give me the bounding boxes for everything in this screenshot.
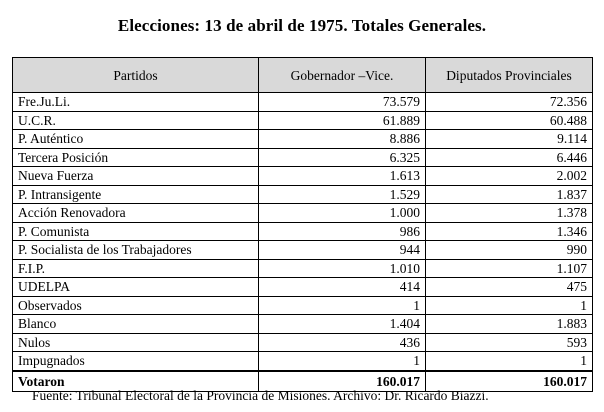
header-gobernador: Gobernador –Vice.	[258, 57, 426, 93]
gobernador-votes: 1.010	[258, 258, 426, 278]
diputados-votes: 1.837	[425, 184, 593, 204]
diputados-votes: 1.346	[425, 221, 593, 241]
diputados-votes: 1.883	[425, 314, 593, 334]
gobernador-votes: 1	[258, 351, 426, 371]
gobernador-votes: 944	[258, 240, 426, 260]
table-row: U.C.R. 61.889 60.488	[12, 110, 593, 130]
table-row: Fre.Ju.Li. 73.579 72.356	[12, 92, 593, 112]
diputados-votes: 593	[425, 332, 593, 352]
table-row: Acción Renovadora 1.000 1.378	[12, 203, 593, 223]
table-row: Tercera Posición 6.325 6.446	[12, 147, 593, 167]
party-name: Acción Renovadora	[12, 203, 259, 223]
source-note: Fuente: Tribunal Electoral de la Provinc…	[32, 388, 489, 403]
diputados-votes: 2.002	[425, 166, 593, 186]
party-name: Impugnados	[12, 351, 259, 371]
party-name: Nueva Fuerza	[12, 166, 259, 186]
diputados-votes: 9.114	[425, 129, 593, 149]
total-diputados: 160.017	[425, 369, 593, 392]
party-name: Tercera Posición	[12, 147, 259, 167]
party-name: P. Comunista	[12, 221, 259, 241]
diputados-votes: 1	[425, 295, 593, 315]
gobernador-votes: 6.325	[258, 147, 426, 167]
gobernador-votes: 1.529	[258, 184, 426, 204]
table-row: P. Socialista de los Trabajadores 944 990	[12, 240, 593, 260]
party-name: Blanco	[12, 314, 259, 334]
diputados-votes: 475	[425, 277, 593, 297]
table-row: UDELPA 414 475	[12, 277, 593, 297]
table-row: Impugnados 1 1	[12, 351, 593, 371]
gobernador-votes: 1.404	[258, 314, 426, 334]
gobernador-votes: 436	[258, 332, 426, 352]
party-name: Nulos	[12, 332, 259, 352]
diputados-votes: 1.107	[425, 258, 593, 278]
party-name: P. Auténtico	[12, 129, 259, 149]
party-name: P. Socialista de los Trabajadores	[12, 240, 259, 260]
header-partidos: Partidos	[12, 57, 259, 93]
party-name: UDELPA	[12, 277, 259, 297]
table-row: P. Comunista 986 1.346	[12, 221, 593, 241]
diputados-votes: 990	[425, 240, 593, 260]
header-diputados: Diputados Provinciales	[425, 57, 593, 93]
table-row: P. Auténtico 8.886 9.114	[12, 129, 593, 149]
total-label: Votaron	[12, 369, 259, 392]
table-row: Observados 1 1	[12, 295, 593, 315]
gobernador-votes: 73.579	[258, 92, 426, 112]
gobernador-votes: 1.000	[258, 203, 426, 223]
table-row: Nulos 436 593	[12, 332, 593, 352]
party-name: F.I.P.	[12, 258, 259, 278]
gobernador-votes: 8.886	[258, 129, 426, 149]
total-row: Votaron 160.017 160.017	[12, 369, 593, 392]
diputados-votes: 1.378	[425, 203, 593, 223]
gobernador-votes: 61.889	[258, 110, 426, 130]
table-row: Nueva Fuerza 1.613 2.002	[12, 166, 593, 186]
party-name: P. Intransigente	[12, 184, 259, 204]
document-title: Elecciones: 13 de abril de 1975. Totales…	[117, 16, 487, 35]
gobernador-votes: 1.613	[258, 166, 426, 186]
table-row: Blanco 1.404 1.883	[12, 314, 593, 334]
diputados-votes: 1	[425, 351, 593, 371]
table-row: F.I.P. 1.010 1.107	[12, 258, 593, 278]
party-name: U.C.R.	[12, 110, 259, 130]
election-results-table: Partidos Gobernador –Vice. Diputados Pro…	[12, 57, 593, 392]
diputados-votes: 72.356	[425, 92, 593, 112]
party-name: Observados	[12, 295, 259, 315]
diputados-votes: 60.488	[425, 110, 593, 130]
table-row: P. Intransigente 1.529 1.837	[12, 184, 593, 204]
gobernador-votes: 986	[258, 221, 426, 241]
gobernador-votes: 414	[258, 277, 426, 297]
party-name: Fre.Ju.Li.	[12, 92, 259, 112]
gobernador-votes: 1	[258, 295, 426, 315]
table-header-row: Partidos Gobernador –Vice. Diputados Pro…	[12, 57, 593, 93]
diputados-votes: 6.446	[425, 147, 593, 167]
